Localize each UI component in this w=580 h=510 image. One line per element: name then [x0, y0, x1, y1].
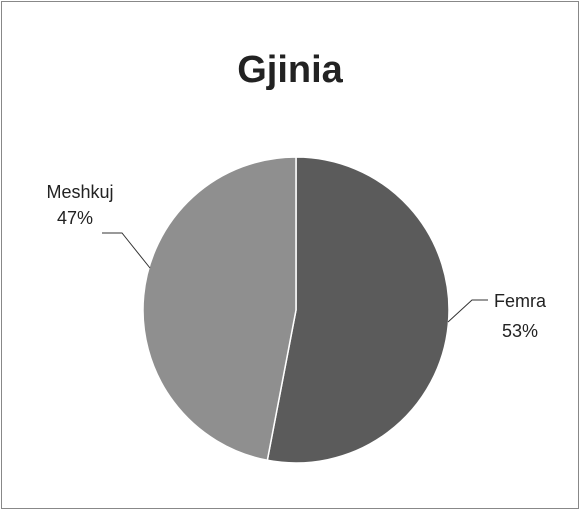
leader-line	[447, 299, 488, 323]
pie-slice	[266, 156, 450, 464]
value-label: 47%	[57, 208, 93, 228]
category-label: Meshkuj	[46, 182, 113, 202]
value-label: 53%	[502, 321, 538, 341]
leader-line	[102, 232, 151, 269]
category-label: Femra	[494, 291, 547, 311]
chart-title: Gjinia	[237, 49, 343, 91]
pie-slice	[142, 156, 297, 462]
